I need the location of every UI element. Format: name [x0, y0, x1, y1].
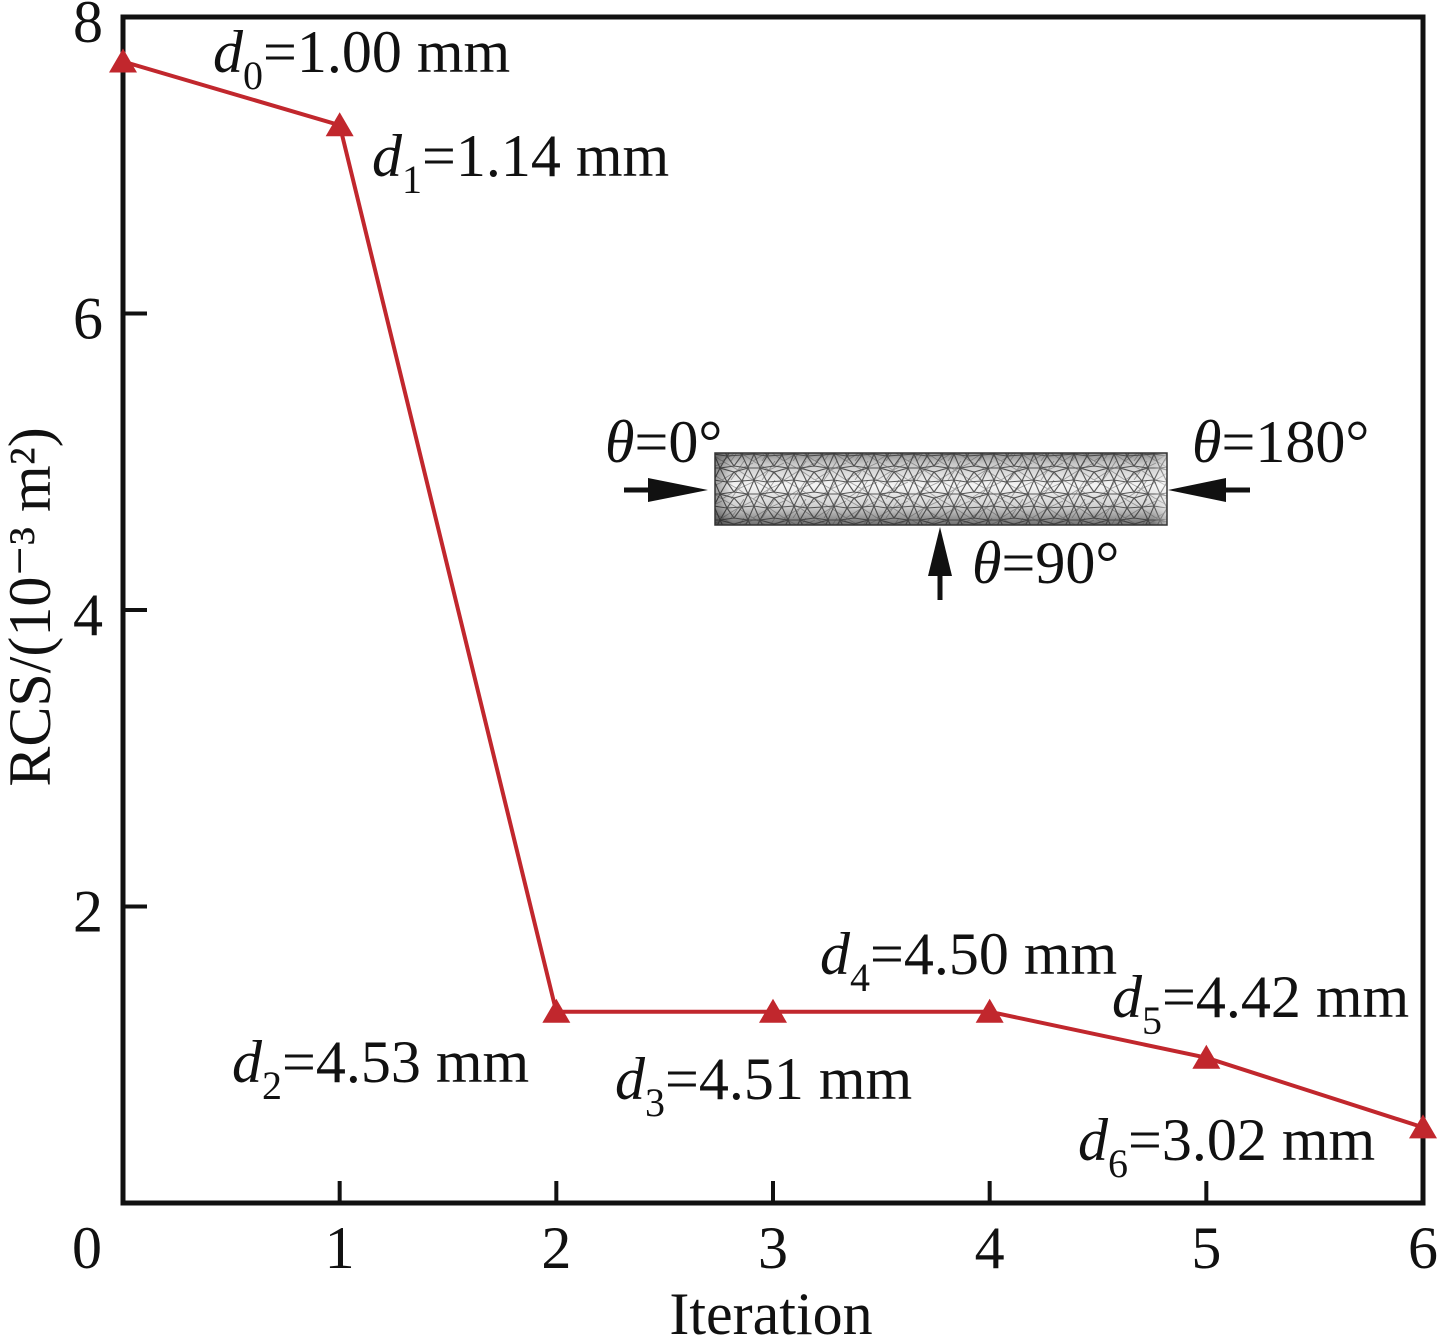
inset-label-theta-90: θ=90°: [972, 530, 1119, 596]
y-axis-title: RCS/(10⁻³ m²): [0, 427, 63, 786]
annotation-d6: d6=3.02 mm: [1078, 1107, 1375, 1186]
x-tick-label: 3: [758, 1215, 788, 1281]
annotation-subscript: 2: [262, 1063, 282, 1108]
annotation-var: d: [213, 19, 244, 85]
y-tick-label: 2: [73, 879, 103, 945]
x-tick-label: 0: [72, 1215, 102, 1281]
annotation-d0: d0=1.00 mm: [213, 19, 510, 98]
x-tick-label: 6: [1408, 1215, 1438, 1281]
arrow-left-icon: [1168, 478, 1250, 502]
annotation-d4: d4=4.50 mm: [820, 921, 1117, 1000]
annotation-subscript: 4: [850, 955, 870, 1000]
inset-label-value: =90°: [1001, 530, 1119, 596]
cylinder-mesh-inset: [714, 452, 1168, 526]
inset-label-theta-0: θ=0°: [605, 409, 722, 475]
annotation-subscript: 3: [645, 1080, 665, 1125]
annotation-d5: d5=4.42 mm: [1112, 964, 1409, 1043]
annotation-value: =1.00 mm: [263, 19, 510, 85]
x-axis-title: Iteration: [669, 1281, 872, 1339]
y-tick-label: 8: [73, 0, 103, 55]
arrow-up-icon: [928, 527, 952, 600]
annotation-var: d: [1112, 964, 1143, 1030]
arrow-right-icon: [624, 478, 708, 502]
annotation-d1: d1=1.14 mm: [372, 123, 669, 202]
data-point: [325, 112, 354, 137]
inset-label-value: =180°: [1221, 409, 1369, 475]
annotation-value: =1.14 mm: [422, 123, 669, 189]
annotation-var: d: [820, 921, 851, 987]
annotation-subscript: 1: [402, 157, 422, 202]
annotation-value: =4.50 mm: [870, 921, 1117, 987]
data-point: [542, 998, 571, 1023]
annotation-d3: d3=4.51 mm: [615, 1046, 912, 1125]
y-tick-label: 4: [73, 582, 103, 648]
x-tick-label: 4: [975, 1215, 1005, 1281]
annotation-value: =4.51 mm: [665, 1046, 912, 1112]
annotation-value: =4.53 mm: [282, 1029, 529, 1095]
cylinder-end-shading: [714, 452, 1168, 526]
inset-label-theta-180: θ=180°: [1192, 409, 1369, 475]
annotation-d2: d2=4.53 mm: [232, 1029, 529, 1108]
data-point: [975, 998, 1004, 1023]
annotation-value: =4.42 mm: [1162, 964, 1409, 1030]
x-tick-label: 5: [1191, 1215, 1221, 1281]
inset-label-var: θ: [1192, 409, 1221, 475]
annotation-var: d: [615, 1046, 646, 1112]
annotation-subscript: 5: [1142, 998, 1162, 1043]
series-layer: [109, 48, 1437, 1139]
annotation-subscript: 0: [243, 53, 263, 98]
y-tick-label: 6: [73, 286, 103, 352]
x-tick-label: 1: [325, 1215, 355, 1281]
annotation-var: d: [372, 123, 403, 189]
annotation-subscript: 6: [1108, 1141, 1128, 1186]
x-tick-label: 2: [541, 1215, 571, 1281]
axis-ticks: 0 1 2 3 4 5 6 2 4 6 8: [72, 0, 1438, 1281]
inset-label-value: =0°: [634, 409, 722, 475]
data-point: [109, 48, 137, 73]
inset-label-var: θ: [605, 409, 634, 475]
annotation-var: d: [232, 1029, 263, 1095]
annotation-var: d: [1078, 1107, 1109, 1173]
annotation-value: =3.02 mm: [1128, 1107, 1375, 1173]
data-point: [1192, 1044, 1221, 1069]
data-point: [759, 998, 787, 1023]
inset-label-var: θ: [972, 530, 1001, 596]
data-point: [1409, 1114, 1437, 1139]
